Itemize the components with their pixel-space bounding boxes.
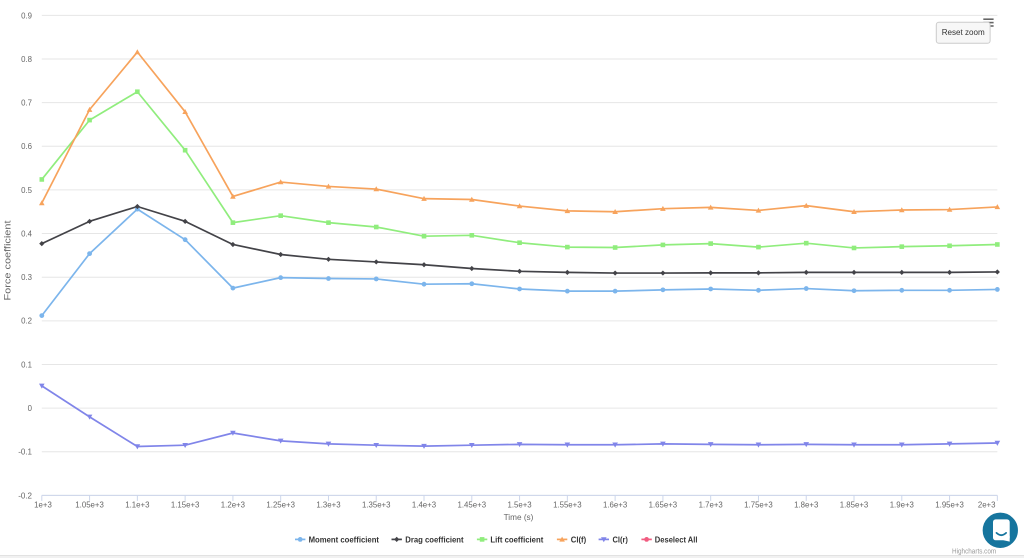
svg-text:1.95e+3: 1.95e+3: [935, 500, 964, 510]
svg-text:0.2: 0.2: [21, 316, 32, 326]
svg-text:1e+3: 1e+3: [34, 500, 52, 510]
svg-text:Time (s): Time (s): [504, 512, 534, 522]
svg-text:0: 0: [28, 403, 33, 413]
svg-text:Moment coefficient: Moment coefficient: [309, 534, 380, 544]
svg-text:Reset zoom: Reset zoom: [942, 27, 985, 37]
svg-text:Drag coefficient: Drag coefficient: [405, 534, 463, 544]
svg-text:-0.2: -0.2: [18, 490, 32, 500]
svg-text:1.25e+3: 1.25e+3: [266, 500, 295, 510]
svg-text:2e+3: 2e+3: [978, 500, 996, 510]
svg-text:0.8: 0.8: [21, 54, 32, 64]
svg-text:Lift coefficient: Lift coefficient: [490, 534, 543, 544]
svg-text:1.4e+3: 1.4e+3: [412, 500, 437, 510]
svg-text:Highcharts.com: Highcharts.com: [952, 549, 996, 556]
svg-text:1.6e+3: 1.6e+3: [603, 500, 628, 510]
svg-text:1.55e+3: 1.55e+3: [553, 500, 582, 510]
svg-text:1.35e+3: 1.35e+3: [362, 500, 391, 510]
svg-text:1.05e+3: 1.05e+3: [75, 500, 104, 510]
svg-text:-0.1: -0.1: [18, 447, 32, 457]
svg-text:0.5: 0.5: [21, 185, 32, 195]
svg-text:Force coefficient: Force coefficient: [3, 220, 13, 301]
svg-text:Deselect All: Deselect All: [655, 534, 698, 544]
svg-text:0.6: 0.6: [21, 141, 32, 151]
svg-text:1.9e+3: 1.9e+3: [890, 500, 915, 510]
svg-text:1.8e+3: 1.8e+3: [794, 500, 819, 510]
svg-text:1.45e+3: 1.45e+3: [458, 500, 487, 510]
svg-text:Cl(f): Cl(f): [571, 534, 587, 544]
svg-text:1.7e+3: 1.7e+3: [699, 500, 724, 510]
svg-text:0.3: 0.3: [21, 272, 32, 282]
svg-text:1.5e+3: 1.5e+3: [507, 500, 532, 510]
svg-text:1.2e+3: 1.2e+3: [221, 500, 246, 510]
svg-text:0.9: 0.9: [21, 10, 32, 20]
svg-text:1.15e+3: 1.15e+3: [171, 500, 200, 510]
svg-text:Cl(r): Cl(r): [613, 534, 629, 544]
svg-text:0.7: 0.7: [21, 98, 32, 108]
svg-text:1.1e+3: 1.1e+3: [125, 500, 150, 510]
svg-text:0.1: 0.1: [21, 359, 32, 369]
svg-text:1.85e+3: 1.85e+3: [840, 500, 869, 510]
svg-text:1.75e+3: 1.75e+3: [744, 500, 773, 510]
svg-text:1.3e+3: 1.3e+3: [316, 500, 341, 510]
svg-text:1.65e+3: 1.65e+3: [649, 500, 678, 510]
svg-text:0.4: 0.4: [21, 228, 32, 238]
